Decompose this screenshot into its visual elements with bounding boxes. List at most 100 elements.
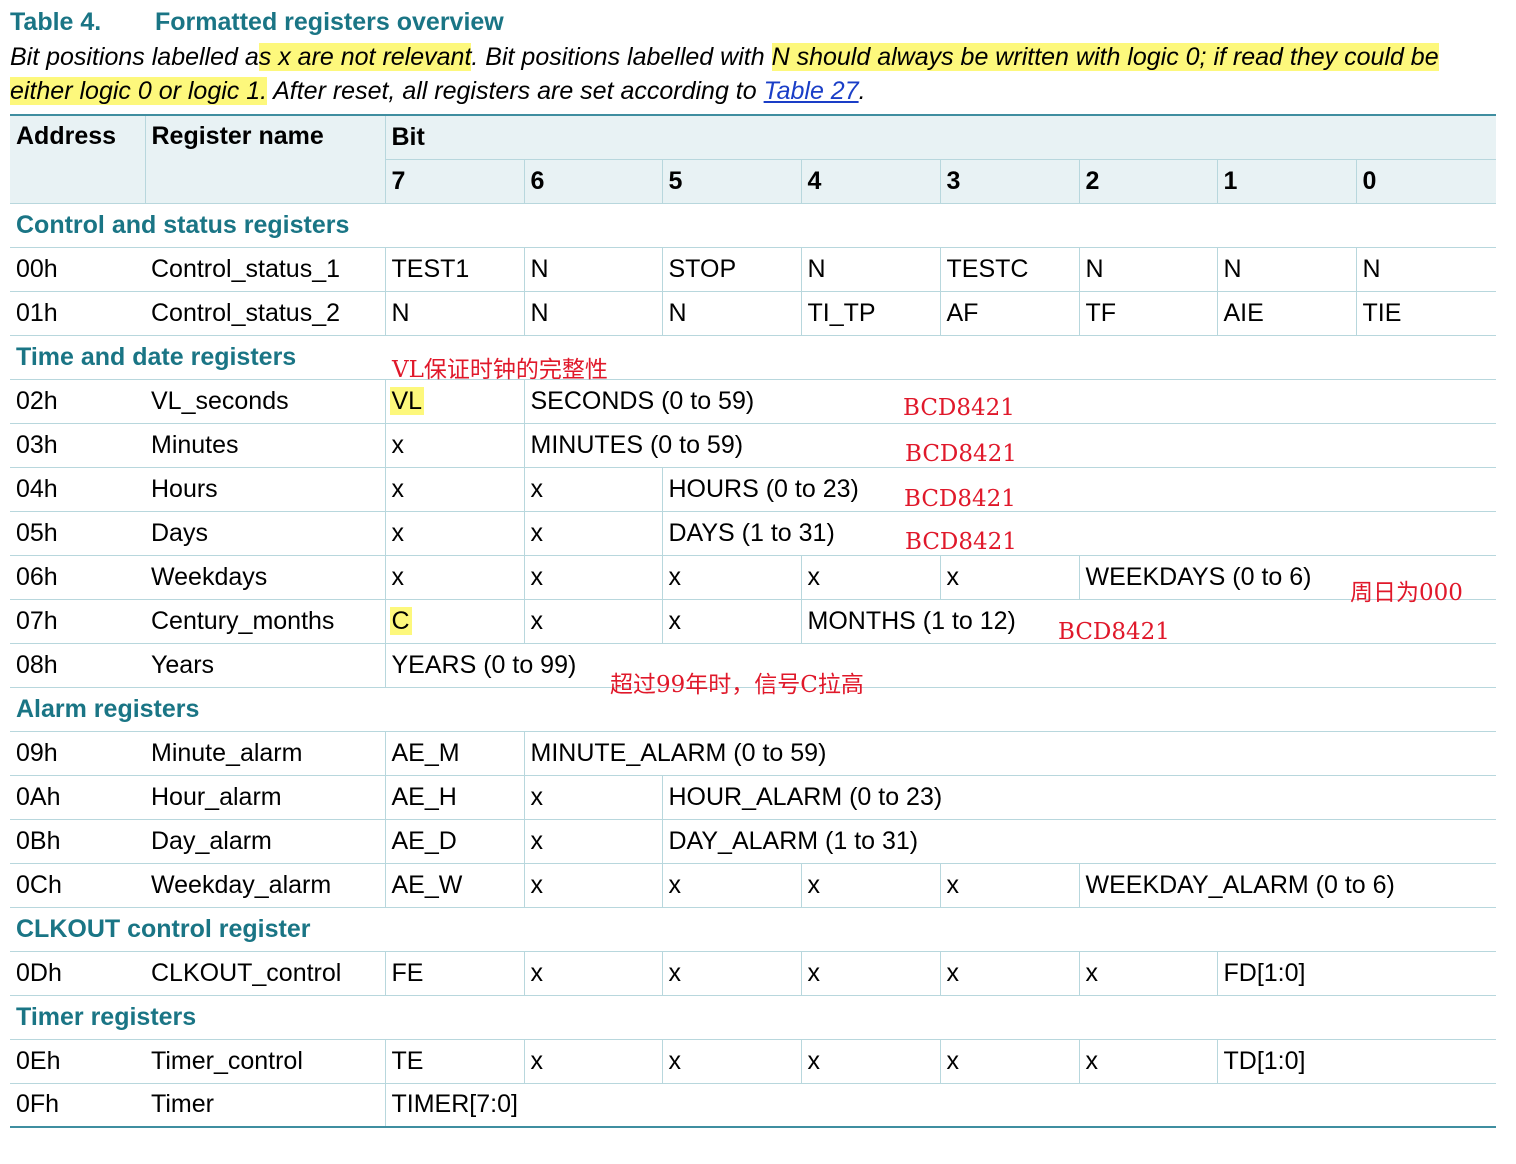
bit-cell: N — [384, 290, 524, 336]
register-name-cell: VL_seconds — [145, 378, 385, 424]
intro-text-2: . Bit positions labelled with — [471, 43, 772, 71]
bit-cell: x — [1078, 950, 1217, 996]
bit-cell: x — [523, 1038, 662, 1084]
table-row: 04h Hours x x HOURS (0 to 23) — [10, 466, 1497, 512]
bit-cell: x — [800, 554, 940, 600]
register-name-cell: Timer — [145, 1082, 385, 1128]
header-register-name: Register name — [144, 114, 385, 204]
header-bit-7: 7 — [384, 158, 524, 204]
register-name-cell: Control_status_1 — [145, 246, 385, 292]
address-cell: 0Bh — [10, 818, 145, 864]
table-title: Table 4. Formatted registers overview — [10, 8, 504, 37]
annotation-bcd-hours: BCD8421 — [904, 486, 1016, 512]
bit-cell: N — [661, 290, 801, 336]
bit-cell: x — [661, 598, 801, 644]
address-cell: 0Fh — [10, 1082, 145, 1128]
bit-cell: x — [523, 862, 662, 908]
table-row: 0Ch Weekday_alarm AE_W x x x x WEEKDAY_A… — [10, 862, 1497, 908]
intro-text-1: Bit positions labelled a — [10, 43, 259, 71]
bit-cell: x — [1078, 1038, 1217, 1084]
annotation-bcd-months: BCD8421 — [1058, 619, 1170, 645]
bit-cell: x — [384, 510, 524, 556]
section-row: Time and date registers — [10, 334, 1497, 380]
section-row: Control and status registers — [10, 202, 1497, 248]
field-cell: HOUR_ALARM (0 to 23) — [661, 774, 1497, 820]
address-cell: 04h — [10, 466, 145, 512]
field-cell: DAY_ALARM (1 to 31) — [661, 818, 1497, 864]
address-cell: 0Ch — [10, 862, 145, 908]
bit-cell: x — [800, 1038, 940, 1084]
register-name-cell: Minute_alarm — [145, 730, 385, 776]
address-cell: 0Ah — [10, 774, 145, 820]
table-row: 07h Century_months C x x MONTHS (1 to 12… — [10, 598, 1497, 644]
vl-flag: VL — [389, 386, 425, 415]
address-cell: 01h — [10, 290, 145, 336]
address-cell: 08h — [10, 642, 145, 688]
field-cell: SECONDS (0 to 59) — [523, 378, 1497, 424]
bit-cell: x — [523, 598, 662, 644]
bit-cell: N — [1078, 246, 1217, 292]
bit-cell: TEST1 — [384, 246, 524, 292]
bit-cell: x — [523, 818, 662, 864]
bit-cell: TI_TP — [800, 290, 940, 336]
header-bit-2: 2 — [1078, 158, 1217, 204]
bit-cell: N — [800, 246, 940, 292]
bit-cell: TIE — [1355, 290, 1497, 336]
table-27-link[interactable]: Table 27 — [763, 77, 859, 105]
table-row: 0Fh Timer TIMER[7:0] — [10, 1082, 1497, 1128]
field-cell: TD[1:0] — [1216, 1038, 1497, 1084]
section-row: CLKOUT control register — [10, 906, 1497, 952]
bit-cell: x — [384, 422, 524, 468]
table-row: 00h Control_status_1 TEST1 N STOP N TEST… — [10, 246, 1497, 292]
register-name-cell: CLKOUT_control — [145, 950, 385, 996]
bit-cell: STOP — [661, 246, 801, 292]
table-title-text: Formatted registers overview — [155, 8, 504, 36]
table-row: 02h VL_seconds VL SECONDS (0 to 59) — [10, 378, 1497, 424]
bit-cell: x — [523, 950, 662, 996]
header-bit-6: 6 — [523, 158, 662, 204]
bit-cell: x — [939, 950, 1079, 996]
bit-cell: AE_W — [384, 862, 524, 908]
header-bit-3: 3 — [939, 158, 1079, 204]
bit-cell: N — [523, 246, 662, 292]
address-cell: 02h — [10, 378, 145, 424]
bit-cell: TF — [1078, 290, 1217, 336]
field-cell: WEEKDAY_ALARM (0 to 6) — [1078, 862, 1497, 908]
table-row: 0Bh Day_alarm AE_D x DAY_ALARM (1 to 31) — [10, 818, 1497, 864]
section-timer: Timer registers — [10, 994, 1497, 1040]
address-cell: 03h — [10, 422, 145, 468]
bit-cell: AIE — [1216, 290, 1356, 336]
table-intro: Bit positions labelled as x are not rele… — [10, 40, 1490, 108]
table-number: Table 4. — [10, 8, 102, 36]
table-row: 09h Minute_alarm AE_M MINUTE_ALARM (0 to… — [10, 730, 1497, 776]
section-control-status: Control and status registers — [10, 202, 1497, 248]
bit-cell: C — [384, 598, 524, 644]
address-cell: 09h — [10, 730, 145, 776]
bit-cell: N — [1355, 246, 1497, 292]
intro-text-4: . — [858, 77, 866, 105]
annotation-bcd-seconds: BCD8421 — [903, 395, 1015, 421]
header-bit-4: 4 — [800, 158, 940, 204]
bit-cell: AE_H — [384, 774, 524, 820]
header-address: Address — [10, 114, 145, 204]
table-row: 01h Control_status_2 N N N TI_TP AF TF A… — [10, 290, 1497, 336]
header-bit: Bit — [384, 114, 1497, 160]
header-row-1: Address Register name Bit — [10, 114, 1497, 204]
table-row: 05h Days x x DAYS (1 to 31) — [10, 510, 1497, 556]
bit-cell: x — [523, 554, 662, 600]
bit-cell: x — [939, 1038, 1079, 1084]
field-cell: WEEKDAYS (0 to 6) — [1078, 554, 1497, 600]
section-row: Timer registers — [10, 994, 1497, 1040]
table-row: 06h Weekdays x x x x x WEEKDAYS (0 to 6) — [10, 554, 1497, 600]
table-row: 0Ah Hour_alarm AE_H x HOUR_ALARM (0 to 2… — [10, 774, 1497, 820]
bit-cell: x — [523, 774, 662, 820]
bit-cell: AF — [939, 290, 1079, 336]
bit-cell: N — [1216, 246, 1356, 292]
bit-cell: TE — [384, 1038, 524, 1084]
bit-cell: x — [800, 862, 940, 908]
address-cell: 00h — [10, 246, 145, 292]
section-alarm: Alarm registers — [10, 686, 1497, 732]
bit-cell: VL — [384, 378, 524, 424]
table-row: 0Eh Timer_control TE x x x x x TD[1:0] — [10, 1038, 1497, 1084]
bit-cell: x — [384, 554, 524, 600]
